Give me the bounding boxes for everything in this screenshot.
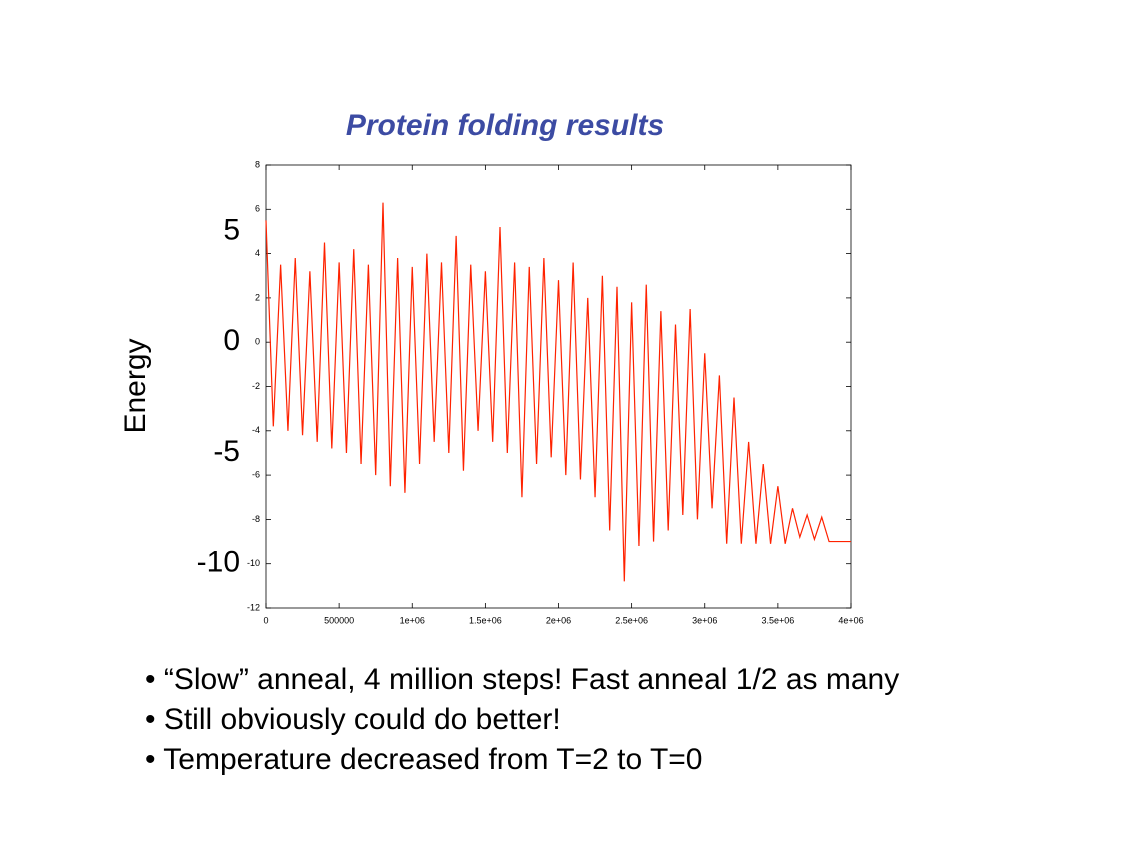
x-tick-label: 3e+06 <box>692 615 717 625</box>
large-y-tick-label: -10 <box>197 546 240 579</box>
y-tick-label: -8 <box>252 514 260 524</box>
y-tick-label: 0 <box>255 337 260 347</box>
data-line <box>265 202 851 582</box>
x-tick-label: 1e+06 <box>400 615 425 625</box>
x-tick-label: 2e+06 <box>546 615 571 625</box>
plot-frame <box>265 164 852 609</box>
bullet: • “Slow” anneal, 4 million steps! Fast a… <box>145 663 900 696</box>
x-tick-label: 2.5e+06 <box>615 615 648 625</box>
y-tick-label: -12 <box>247 602 260 612</box>
y-tick-label: 4 <box>255 248 260 258</box>
y-tick-label: 2 <box>255 292 260 302</box>
y-tick-label: -10 <box>247 558 260 568</box>
y-tick-label: -6 <box>252 469 260 479</box>
x-tick-label: 500000 <box>324 615 354 625</box>
bullet: • Still obviously could do better! <box>145 703 561 736</box>
x-tick-label: 0 <box>263 615 268 625</box>
chart: Protein folding results Energy -12 -10 -8 -… <box>119 109 864 625</box>
bullet: • Temperature decreased from T=2 to T=0 <box>145 743 703 776</box>
y-tick-label: -4 <box>252 425 260 435</box>
y-tick-label: 8 <box>255 159 260 169</box>
x-tick-label: 1.5e+06 <box>469 615 502 625</box>
x-tick-label: 3.5e+06 <box>761 615 794 625</box>
y-tick-label: 6 <box>255 204 260 214</box>
y-tick-label: -2 <box>252 381 260 391</box>
large-y-tick-label: 0 <box>223 324 240 357</box>
x-tick-label: 4e+06 <box>838 615 863 625</box>
large-y-tick-label: -5 <box>213 435 240 468</box>
chart-title: Protein folding results <box>346 109 664 142</box>
large-y-tick-label: 5 <box>223 213 240 246</box>
y-axis-label: Energy <box>119 338 152 433</box>
